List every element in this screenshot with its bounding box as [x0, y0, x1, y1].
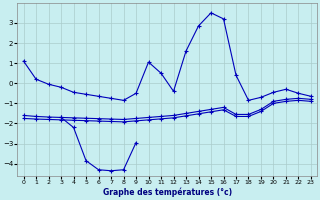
X-axis label: Graphe des températures (°c): Graphe des températures (°c): [103, 188, 232, 197]
